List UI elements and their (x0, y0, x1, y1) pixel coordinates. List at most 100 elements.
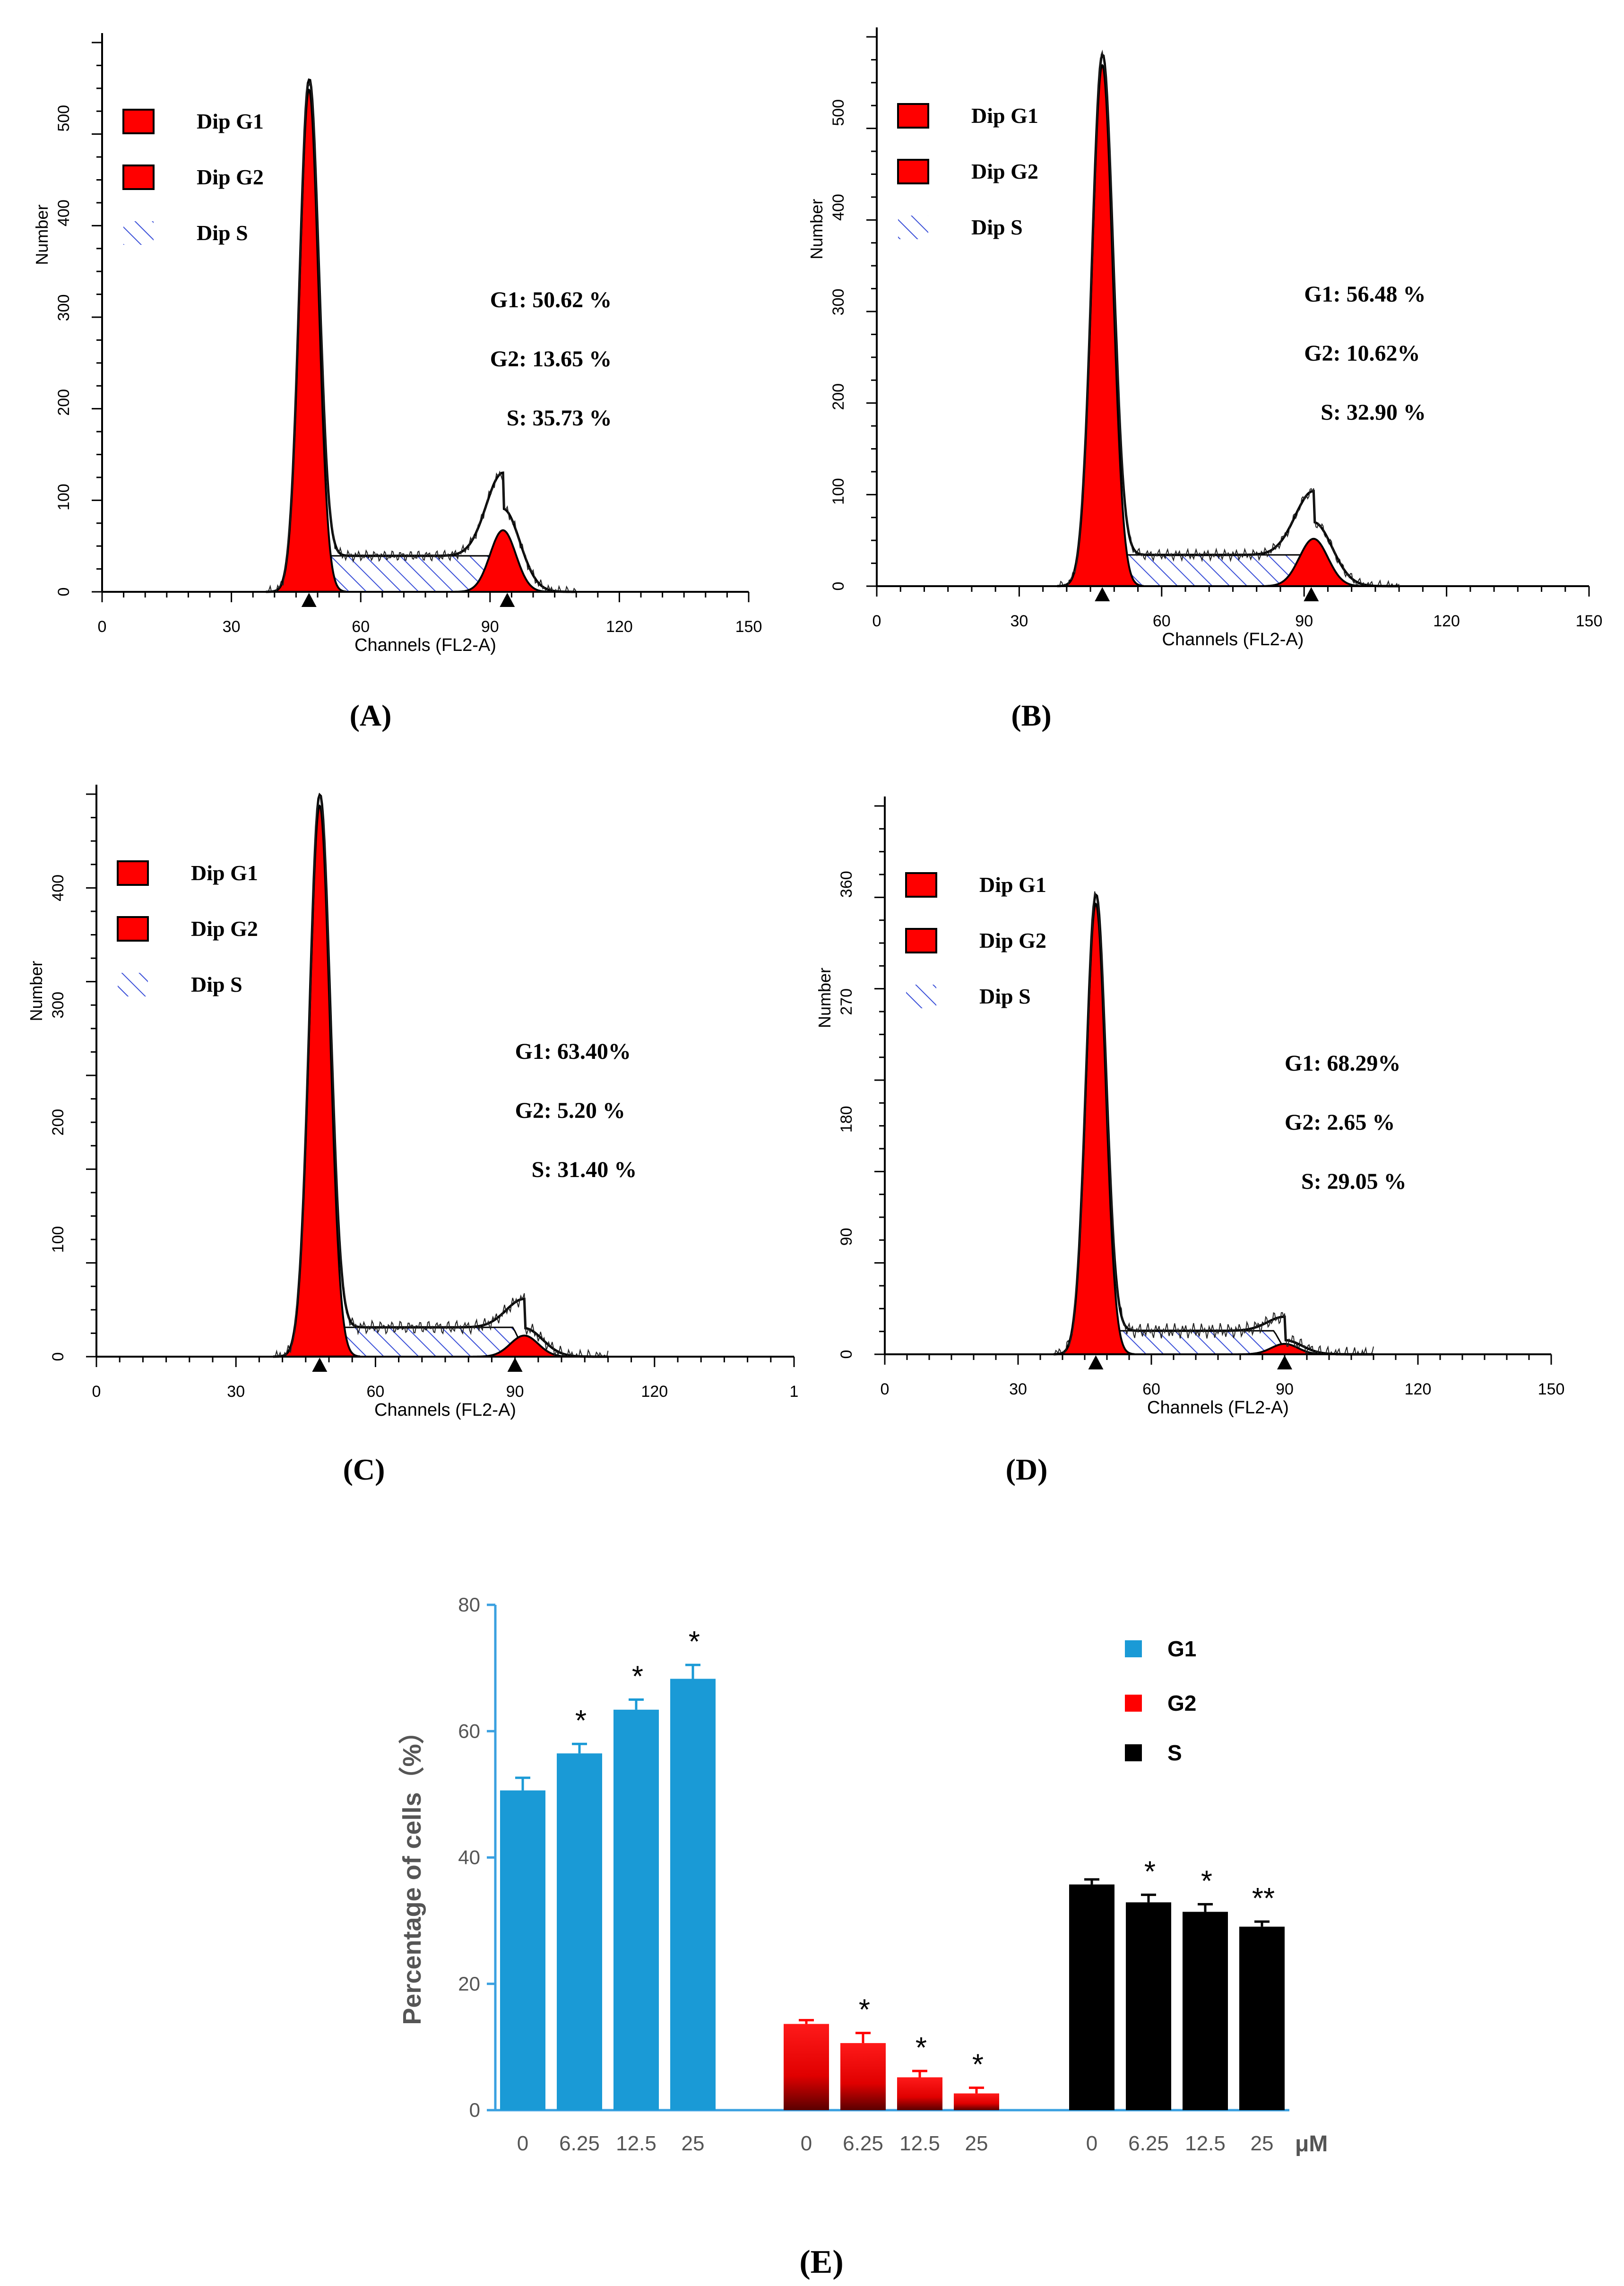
raw-histogram-line (1054, 891, 1374, 1356)
phase-stat-g1: G1: 68.29% (1285, 1051, 1400, 1076)
bar-category-label: 25 (965, 2132, 988, 2155)
x-tick-label: 120 (1433, 612, 1460, 630)
y-tick-label: 400 (49, 875, 67, 901)
legend-label: Dip G1 (979, 873, 1046, 897)
bar-category-label: 25 (682, 2132, 705, 2155)
panel-label: (E) (799, 2244, 843, 2280)
legend-swatch-dip-s (123, 221, 154, 245)
x-tick-label: 90 (506, 1383, 524, 1401)
x-tick-label: 0 (92, 1383, 101, 1401)
y-tick-label: 0 (838, 1350, 855, 1359)
y-tick-label: 500 (55, 105, 73, 132)
bar-y-tick-label: 80 (458, 1593, 480, 1616)
histogram-panel-b: 0 30 60 90 120 150 0 100 200 300 400 500 Channels (F… (807, 27, 1602, 732)
raw-histogram-line (273, 795, 609, 1358)
legend-swatch-dip-g1 (897, 103, 929, 129)
gate-marker-icon (1304, 587, 1319, 601)
dip-g1-peak (277, 804, 361, 1358)
x-tick-label: 0 (98, 618, 107, 636)
x-tick-label: 30 (227, 1383, 245, 1401)
x-axis-label: Channels (FL2-A) (354, 635, 496, 655)
x-axis-label: Channels (FL2-A) (1162, 630, 1304, 649)
y-tick-label: 0 (55, 588, 73, 597)
dip-g2-peak (451, 529, 555, 593)
bar-y-tick-label: 60 (458, 1720, 480, 1742)
y-tick-label: 300 (829, 289, 847, 316)
bar-chart-panel: 0 20 40 60 80 Percentage of cells（%） 0 * 6.25 * 12… (398, 1593, 1328, 2280)
phase-stat-g1: G1: 63.40% (515, 1039, 631, 1064)
y-tick-label: 180 (838, 1106, 855, 1133)
phase-stat-g2: G2: 13.65 % (490, 346, 612, 372)
raw-histogram-line (266, 80, 577, 593)
y-axis-label: Number (26, 961, 46, 1021)
legend-label: Dip S (971, 215, 1023, 239)
bar-s-12.5 (1183, 1912, 1228, 2110)
bar-category-label: 12.5 (1185, 2132, 1226, 2155)
x-tick-label: 90 (1276, 1380, 1294, 1398)
histogram-panel-c: 0 30 60 90 120 1 0 100 200 300 400 Channels (FL2-A)… (26, 785, 798, 1486)
legend-label: Dip G1 (971, 104, 1038, 128)
bar-category-label: 6.25 (559, 2132, 600, 2155)
y-axis-label: Number (815, 968, 834, 1028)
x-tick-label: 1 (790, 1383, 799, 1401)
bar-s-6.25 (1126, 1902, 1171, 2110)
gate-marker-icon (301, 593, 317, 607)
significance-mark: * (972, 2049, 984, 2081)
legend-swatch-dip-s (118, 973, 148, 996)
legend-label: Dip S (979, 984, 1031, 1008)
y-tick-label: 0 (829, 582, 847, 591)
phase-stat-s: S: 32.90 % (1321, 400, 1426, 425)
phase-stat-s: S: 29.05 % (1301, 1169, 1407, 1194)
raw-histogram-line (1057, 49, 1399, 588)
phase-stat-g2: G2: 5.20 % (515, 1098, 625, 1123)
legend-swatch-g1 (1125, 1640, 1142, 1657)
bar-category-label: 12.5 (899, 2132, 940, 2155)
significance-mark: * (859, 1994, 870, 2026)
significance-mark: * (632, 1660, 643, 1693)
bar-category-label: 0 (517, 2132, 528, 2155)
bar-g1-25 (670, 1679, 716, 2110)
panel-label: (C) (343, 1453, 385, 1486)
dip-g1-peak (270, 88, 347, 593)
gate-marker-icon (500, 593, 515, 607)
bar-s-0 (1069, 1884, 1114, 2110)
legend-swatch-dip-g1 (117, 860, 149, 886)
significance-mark: * (1201, 1865, 1212, 1897)
legend-swatch-s (1125, 1744, 1142, 1761)
legend-label: Dip S (191, 972, 242, 996)
x-tick-label: 0 (872, 612, 881, 630)
y-tick-label: 400 (55, 199, 73, 226)
panel-label: (A) (350, 699, 392, 732)
significance-mark: ** (1252, 1882, 1275, 1915)
y-tick-label: 400 (829, 194, 847, 221)
x-tick-label: 90 (1295, 612, 1313, 630)
significance-mark: * (1144, 1855, 1156, 1888)
y-tick-label: 200 (829, 383, 847, 410)
phase-stat-g2: G2: 2.65 % (1285, 1110, 1395, 1135)
gate-marker-icon (507, 1358, 523, 1372)
bar-category-label: 0 (1086, 2132, 1097, 2155)
dip-g2-peak (1256, 537, 1371, 587)
legend-label: Dip G2 (979, 928, 1046, 952)
y-tick-label: 200 (49, 1109, 67, 1136)
phase-stat-s: S: 31.40 % (532, 1157, 637, 1182)
bar-category-label: 6.25 (1128, 2132, 1169, 2155)
x-tick-label: 0 (881, 1380, 890, 1398)
legend-label: Dip G2 (191, 917, 258, 941)
bar-g1-12.5 (613, 1709, 659, 2110)
panel-label: (D) (1006, 1453, 1048, 1486)
bar-category-label: 25 (1251, 2132, 1274, 2155)
phase-stat-s: S: 35.73 % (507, 406, 612, 431)
bar-legend-label: G2 (1167, 1691, 1196, 1715)
legend-swatch-dip-g2 (905, 928, 937, 953)
bar-g2-12.5 (897, 2077, 942, 2110)
legend-label: Dip G1 (197, 109, 264, 133)
y-tick-label: 100 (55, 484, 73, 511)
bar-category-label: 12.5 (616, 2132, 657, 2155)
y-tick-label: 100 (829, 478, 847, 505)
bar-category-label: 6.25 (843, 2132, 883, 2155)
y-tick-label: 360 (838, 871, 855, 898)
x-tick-label: 150 (1538, 1380, 1565, 1398)
bar-y-tick-label: 40 (458, 1846, 480, 1869)
